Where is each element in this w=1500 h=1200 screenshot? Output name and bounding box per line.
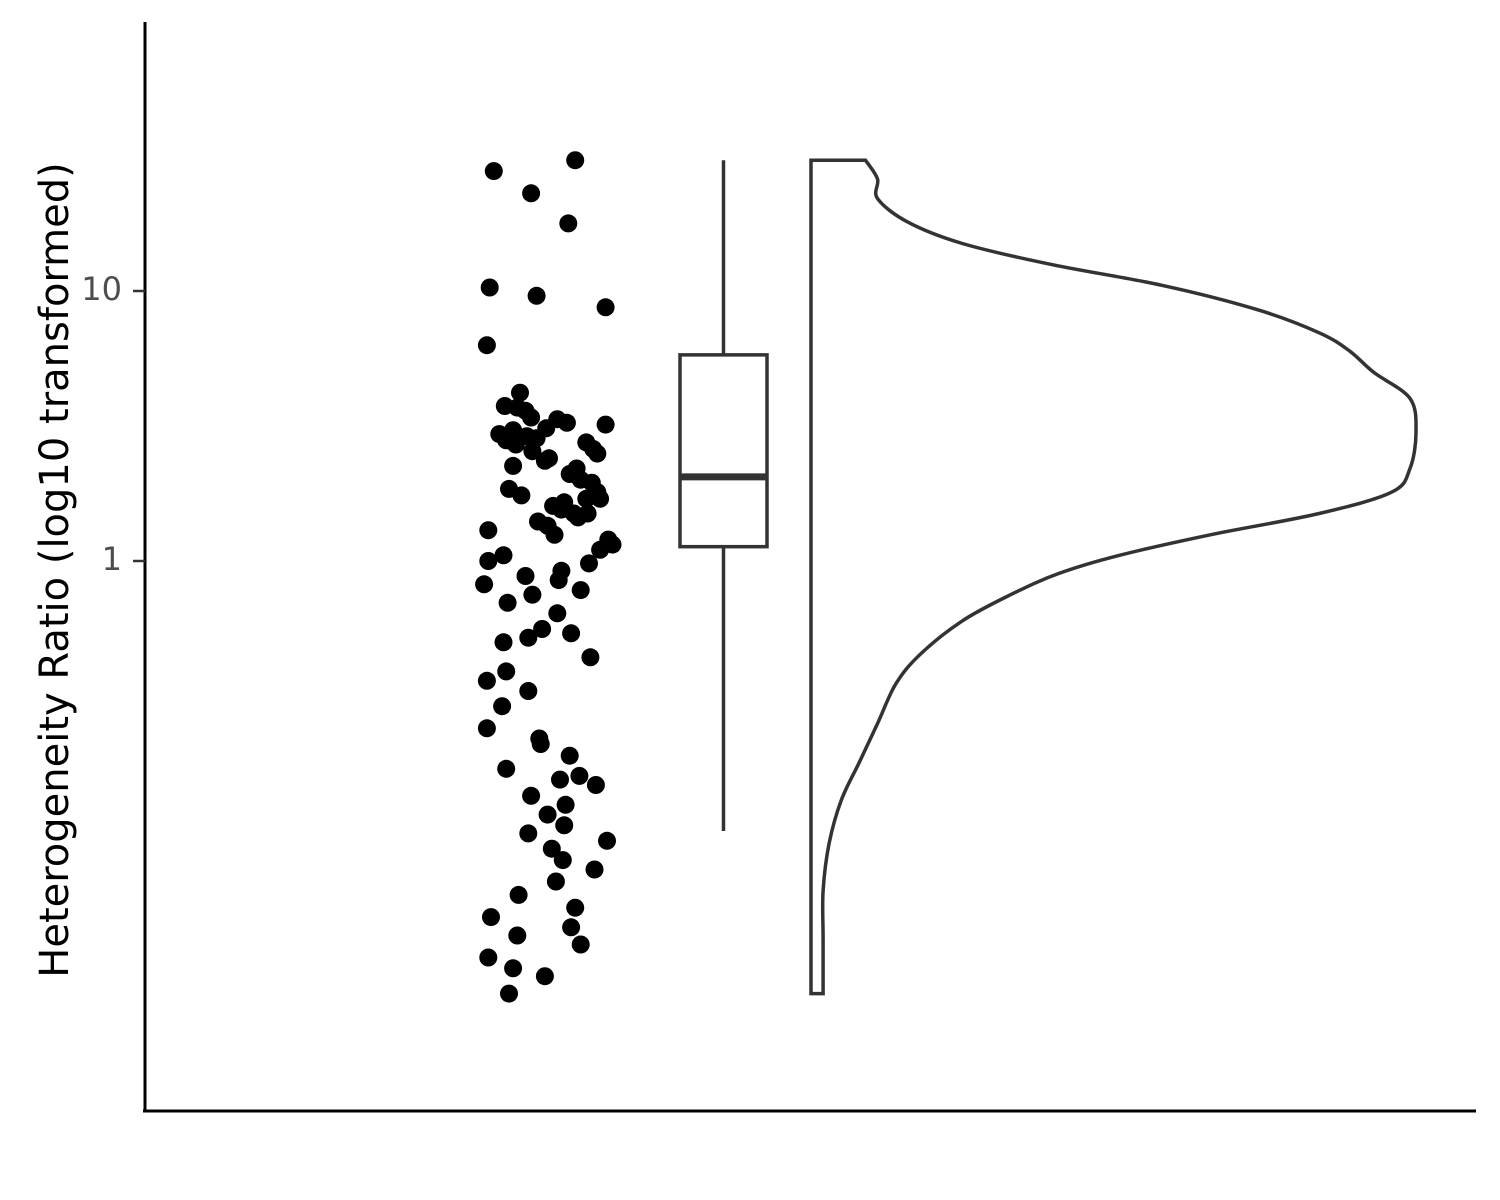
data-point xyxy=(522,408,541,427)
data-point xyxy=(553,851,572,870)
jitter-points xyxy=(475,151,622,1003)
data-point xyxy=(569,508,587,527)
data-point xyxy=(493,697,512,716)
data-point xyxy=(519,824,538,843)
data-point xyxy=(581,648,600,667)
data-point xyxy=(559,214,578,233)
data-point xyxy=(482,908,500,927)
data-point xyxy=(549,571,568,590)
data-point xyxy=(511,383,529,402)
data-point xyxy=(591,489,610,508)
data-point xyxy=(522,184,541,203)
data-point xyxy=(570,766,589,785)
data-point xyxy=(577,489,596,508)
data-point xyxy=(560,746,579,765)
data-point xyxy=(580,554,598,573)
boxplot xyxy=(678,160,769,831)
data-point xyxy=(480,278,499,297)
box-iqr xyxy=(678,353,769,549)
data-point xyxy=(586,776,605,794)
data-point xyxy=(522,786,541,805)
data-point xyxy=(555,816,574,835)
data-point xyxy=(504,959,523,978)
data-point xyxy=(477,671,496,690)
data-point xyxy=(506,435,525,454)
data-point xyxy=(588,444,607,463)
y-axis-title: Heterogeneity Ratio (log10 transformed) xyxy=(32,162,78,977)
data-point xyxy=(538,805,557,824)
data-point xyxy=(477,336,496,355)
data-point xyxy=(546,872,565,891)
data-point xyxy=(479,521,498,540)
data-point xyxy=(591,540,610,559)
violin-outline xyxy=(809,158,1418,996)
data-point xyxy=(545,525,564,544)
data-point xyxy=(542,839,561,858)
data-point xyxy=(512,486,531,505)
data-point xyxy=(494,633,513,652)
data-point xyxy=(519,682,538,700)
plot-area xyxy=(475,151,1418,1003)
data-point xyxy=(477,719,496,738)
data-point xyxy=(516,567,535,585)
data-point xyxy=(498,593,517,612)
data-point xyxy=(523,442,542,461)
data-point xyxy=(527,286,546,305)
data-point xyxy=(494,546,513,565)
y-tick-label: 1 xyxy=(102,540,122,578)
data-point xyxy=(562,918,581,937)
data-point xyxy=(556,795,575,814)
data-point xyxy=(508,926,527,945)
data-point xyxy=(530,729,549,748)
data-point xyxy=(497,662,516,681)
data-point xyxy=(504,456,523,475)
data-point xyxy=(509,885,528,904)
y-tick-label: 10 xyxy=(81,270,122,308)
data-point xyxy=(535,967,554,986)
data-point xyxy=(535,451,554,470)
data-point xyxy=(479,948,498,967)
data-point xyxy=(497,759,516,778)
data-point xyxy=(596,415,615,434)
half-violin xyxy=(809,158,1418,996)
data-point xyxy=(566,151,585,170)
data-point xyxy=(562,624,581,643)
data-point xyxy=(551,770,569,789)
data-point xyxy=(475,575,494,594)
data-point xyxy=(533,620,552,638)
data-point xyxy=(571,581,590,600)
data-point xyxy=(571,935,590,954)
data-point xyxy=(566,898,585,917)
data-point xyxy=(479,552,498,570)
data-point xyxy=(523,585,542,604)
data-point xyxy=(596,298,615,317)
data-point xyxy=(519,628,538,647)
data-point xyxy=(548,604,567,623)
data-point xyxy=(585,860,604,879)
y-axis-ticks: 1 10 xyxy=(81,270,145,578)
data-point xyxy=(598,831,616,850)
data-point xyxy=(557,413,576,432)
data-point xyxy=(484,162,503,181)
data-point xyxy=(500,984,518,1003)
